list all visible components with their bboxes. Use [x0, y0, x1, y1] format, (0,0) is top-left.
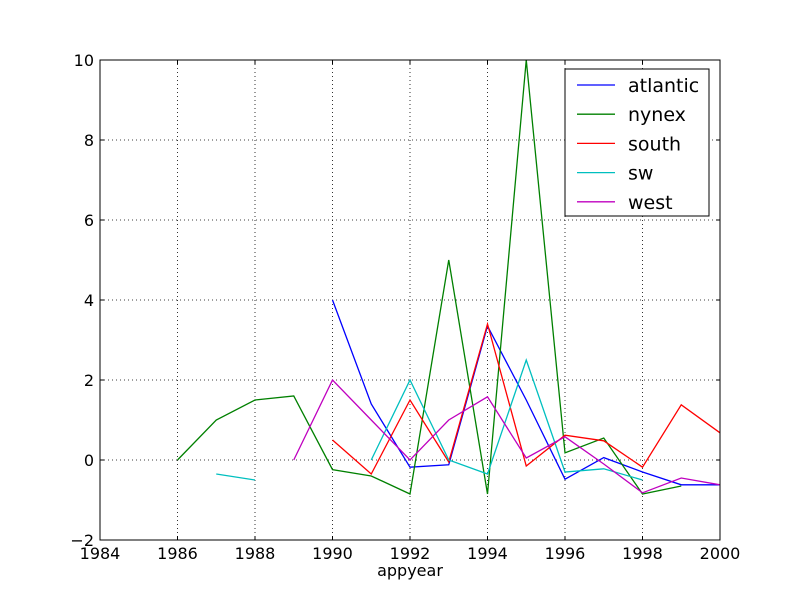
y-tick-label: 4	[84, 291, 94, 310]
legend: atlantic nynex south sw west	[564, 68, 710, 217]
legend-label-south: south	[628, 133, 681, 155]
series-line-south	[332, 321, 721, 476]
x-tick-label: 1984	[80, 544, 121, 563]
y-tick-label: −2	[70, 531, 94, 550]
x-tick-label: 1986	[157, 544, 198, 563]
legend-box	[564, 68, 710, 217]
x-tick-label: 2000	[700, 544, 741, 563]
legend-label-atlantic: atlantic	[628, 75, 699, 97]
y-tick-label: 8	[84, 131, 94, 150]
y-tick-label: 2	[84, 371, 94, 390]
x-tick-label: 1996	[545, 544, 586, 563]
x-axis-label: appyear	[377, 561, 443, 580]
legend-label-sw: sw	[628, 163, 653, 185]
x-tick-label: 1994	[467, 544, 508, 563]
tick-labels: 1984 1986 1988 1990 1992 1994 1996 1998 2000 −2 0 2…	[70, 51, 740, 563]
y-tick-label: 0	[84, 451, 94, 470]
series-line-sw	[216, 473, 256, 481]
legend-label-west: west	[628, 192, 673, 214]
ticks	[99, 59, 721, 541]
series-line-sw	[370, 357, 643, 481]
series-layer	[177, 59, 721, 495]
x-tick-label: 1990	[312, 544, 353, 563]
y-tick-label: 6	[84, 211, 94, 230]
series-line-west	[293, 378, 721, 494]
legend-label-nynex: nynex	[628, 104, 686, 126]
y-tick-label: 10	[74, 51, 94, 70]
x-tick-label: 1988	[235, 544, 276, 563]
x-tick-label: 1992	[390, 544, 431, 563]
x-tick-label: 1998	[622, 544, 663, 563]
